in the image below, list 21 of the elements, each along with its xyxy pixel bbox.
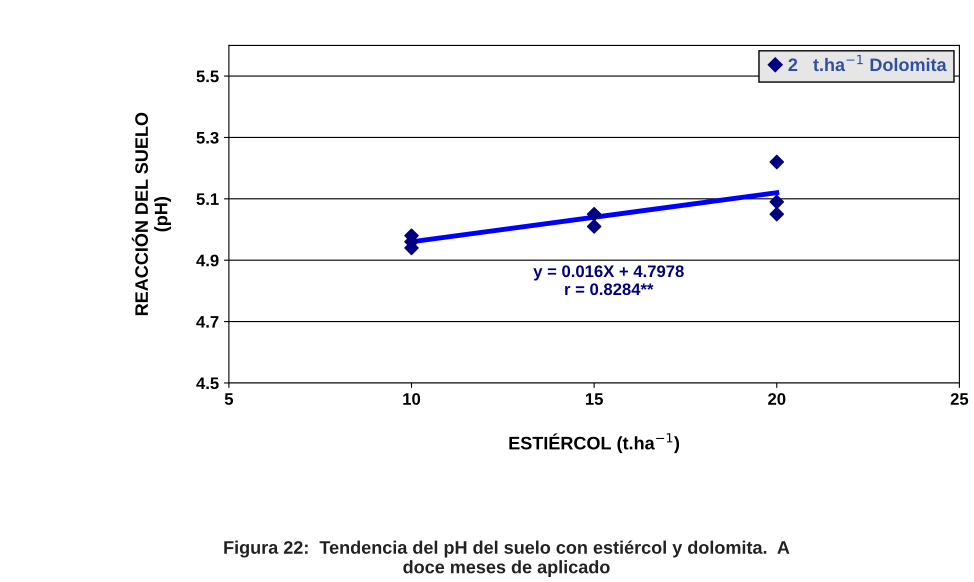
y-tick-label: 4.9 (196, 254, 219, 266)
x-tick-label: 20 (768, 393, 786, 405)
y-tick-label: 4.7 (196, 316, 218, 328)
x-tick-label: 5 (224, 393, 234, 405)
text: Figura 22: Tendencia del pH del suelo con estiércol y dolomita. A doce meses de aplicado (224, 540, 790, 577)
point (586, 219, 602, 234)
y-tick-label: 5.1 (196, 193, 219, 206)
annotation: y = 0.016X + 4.7978 r = 0.8284** (533, 265, 684, 296)
y-tick-label: 5.5 (196, 70, 219, 82)
point (769, 194, 784, 210)
point (586, 206, 602, 222)
point (769, 206, 784, 222)
x-tick-label: 25 (950, 393, 968, 405)
y-tick-label: 4.5 (196, 378, 219, 390)
x-axis-title: ESTIÉRCOL (t.ha$^{−1}$) (509, 433, 680, 454)
legend-label: 2 t.ha$^{−1}$ Dolomita (788, 54, 947, 72)
y-tick-label: 5.3 (196, 132, 219, 144)
point (769, 154, 784, 170)
x-tick-label: 10 (403, 393, 420, 405)
x-tick-label: 15 (586, 393, 603, 405)
y-axis-title: REACCIÓN DEL SUELO (pH) (132, 112, 171, 316)
